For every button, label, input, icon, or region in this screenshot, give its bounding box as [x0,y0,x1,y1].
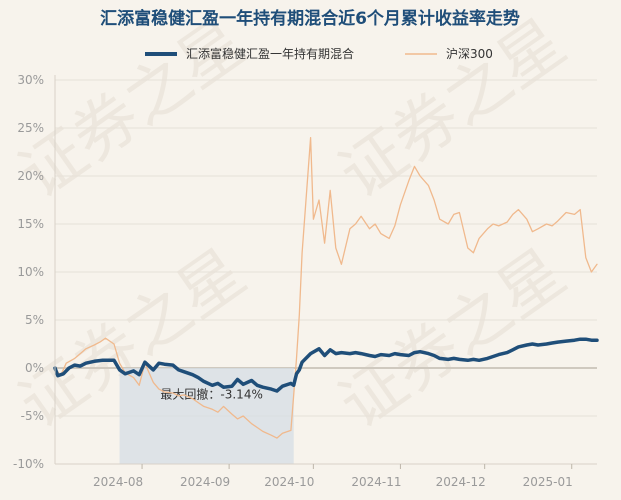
chart-title: 汇添富稳健汇盈一年持有期混合近6个月累计收益率走势 [100,8,520,29]
axes: 30% 25% 20% 15% 10% 5% 0% -5% -10% 2024-08 2024-09… [13,73,597,489]
x-tick-label: 2025-01 [523,475,573,489]
watermark-text: 证券之星 [7,6,259,213]
x-tick-label: 2024-11 [351,475,401,489]
series-line-index [54,136,598,439]
y-tick-label: -5% [21,409,44,423]
series [53,136,599,439]
x-tick-label: 2024-12 [436,475,486,489]
legend-label-index: 沪深300 [446,47,493,61]
legend-label-fund: 汇添富稳健汇盈一年持有期混合 [186,46,354,61]
legend: 汇添富稳健汇盈一年持有期混合 沪深300 [145,46,493,61]
y-tick-label: -10% [13,457,44,471]
series-line-fund [53,337,599,393]
y-tick-label: 25% [17,121,44,135]
y-tick-label: 20% [17,169,44,183]
y-tick-label: 5% [25,313,44,327]
watermark-text: 证券之星 [327,236,579,443]
x-tick-label: 2024-10 [264,475,314,489]
watermark-text: 证券之星 [327,6,579,213]
y-tick-label: 30% [17,73,44,87]
y-tick-label: 15% [17,217,44,231]
x-tick-label: 2024-09 [180,475,230,489]
max-drawdown-label: 最大回撤：-3.14% [160,387,262,402]
y-tick-label: 0% [25,361,44,375]
y-tick-label: 10% [17,265,44,279]
x-tick-label: 2024-08 [93,475,143,489]
